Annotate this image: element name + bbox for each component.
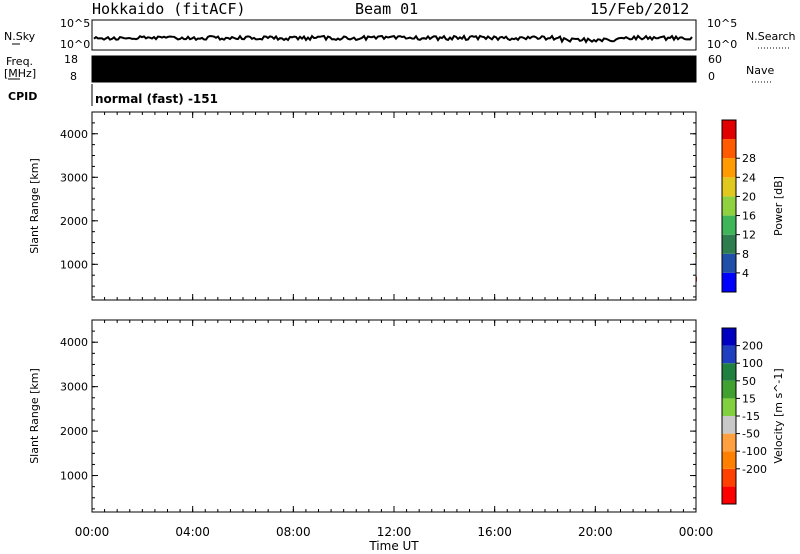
velocity-colorbar-swatch xyxy=(722,451,736,469)
noise-right-tick-low: 10^0 xyxy=(707,38,738,51)
xtick-label: 08:00 xyxy=(276,525,311,539)
power-colorbar-swatch xyxy=(722,139,736,159)
velocity-colorbar-tick-label: -200 xyxy=(742,463,767,476)
velocity-colorbar-tick-label: 50 xyxy=(742,375,756,388)
xtick-label: 16:00 xyxy=(477,525,512,539)
velocity-colorbar-swatch xyxy=(722,328,736,346)
freq-tick-low: 8 xyxy=(70,70,77,83)
velocity-ytick-label: 2000 xyxy=(60,425,88,438)
xtick-label: 00:00 xyxy=(679,525,714,539)
xtick-label: 04:00 xyxy=(175,525,210,539)
power-ytick-label: 2000 xyxy=(60,215,88,228)
power-ytick-label: 4000 xyxy=(60,128,88,141)
velocity-colorbar-swatch xyxy=(722,363,736,381)
power-colorbar-swatch xyxy=(722,196,736,216)
velocity-colorbar-tick-label: 200 xyxy=(742,340,763,353)
velocity-colorbar-swatch xyxy=(722,433,736,452)
power-colorbar-tick-label: 28 xyxy=(742,152,756,165)
power-colorbar-swatch xyxy=(722,215,736,235)
freq-band xyxy=(91,55,697,83)
freq-unit-label: [MHz] xyxy=(4,67,37,80)
power-colorbar-swatch xyxy=(722,272,736,292)
velocity-colorbar-swatch xyxy=(722,416,736,434)
nave-tick-low: 0 xyxy=(708,70,715,83)
date-title: 15/Feb/2012 xyxy=(590,0,690,18)
velocity-colorbar-tick-label: 100 xyxy=(742,357,763,370)
cpid-mode: normal (fast) -151 xyxy=(95,92,218,106)
noise-sky-line xyxy=(93,34,693,44)
station-title: Hokkaido (fitACF) xyxy=(92,0,246,18)
velocity-colorbar-swatch xyxy=(722,380,736,399)
power-ytick-label: 3000 xyxy=(60,171,88,184)
noise-panel xyxy=(91,19,697,51)
noise-right-tick-high: 10^5 xyxy=(707,17,738,30)
xtick-label: 00:00 xyxy=(75,525,110,539)
freq-tick-high: 18 xyxy=(64,53,78,66)
power-colorbar-tick-label: 16 xyxy=(742,210,756,223)
power-colorbar-swatch xyxy=(722,177,736,197)
cpid-label: CPID xyxy=(8,90,38,103)
velocity-ytick-label: 3000 xyxy=(60,381,88,394)
noise-search-label: N.Search xyxy=(746,30,796,43)
power-colorbar-tick-label: 24 xyxy=(742,171,756,184)
velocity-colorbar-tick-label: -100 xyxy=(742,445,767,458)
axes: 1000 2000 3000 4000 Slant Range [km] 4 8 12 16 20… xyxy=(28,111,785,553)
noise-left-tick-high: 10^5 xyxy=(60,17,91,30)
power-colorbar-tick-label: 4 xyxy=(742,267,749,280)
noise-frame xyxy=(91,19,697,51)
power-colorbar-tick-label: 12 xyxy=(742,229,756,242)
velocity-colorbar-swatch xyxy=(722,398,736,416)
power-ylabel: Slant Range [km] xyxy=(28,158,41,254)
xtick-label: 12:00 xyxy=(377,525,412,539)
power-colorbar-label: Power [dB] xyxy=(772,176,785,236)
power-colorbar-swatch xyxy=(722,158,736,178)
beam-title: Beam 01 xyxy=(355,0,419,18)
power-colorbar-swatch xyxy=(722,120,736,140)
velocity-colorbar-tick-label: -50 xyxy=(742,428,760,441)
velocity-ytick-label: 1000 xyxy=(60,470,88,483)
velocity-colorbar-tick-label: 15 xyxy=(742,392,756,405)
velocity-colorbar-swatch xyxy=(722,468,736,487)
velocity-ytick-label: 4000 xyxy=(60,336,88,349)
velocity-colorbar-label: Velocity [m s^-1] xyxy=(772,368,785,463)
power-frame xyxy=(91,111,697,301)
power-colorbar-tick-label: 20 xyxy=(742,190,756,203)
velocity-frame xyxy=(91,319,697,513)
power-colorbar-frame xyxy=(721,119,737,293)
power-colorbar-tick-label: 8 xyxy=(742,248,749,261)
velocity-colorbar-swatch xyxy=(722,486,736,504)
nave-tick-high: 60 xyxy=(708,53,722,66)
power-colorbar-swatch xyxy=(722,253,736,273)
xtick-label: 20:00 xyxy=(578,525,613,539)
nave-label: Nave xyxy=(746,64,775,77)
xlabel: Time UT xyxy=(368,539,419,553)
freq-label: Freq. xyxy=(6,55,34,68)
noise-left-tick-low: 10^0 xyxy=(60,38,91,51)
power-ytick-label: 1000 xyxy=(60,258,88,271)
velocity-colorbar-swatch xyxy=(722,345,736,364)
velocity-colorbar-tick-label: -15 xyxy=(742,410,760,423)
frequency-panel xyxy=(91,55,697,83)
power-colorbar-swatch xyxy=(722,234,736,254)
noise-sky-label: N.Sky xyxy=(4,30,36,43)
velocity-ylabel: Slant Range [km] xyxy=(28,368,41,464)
